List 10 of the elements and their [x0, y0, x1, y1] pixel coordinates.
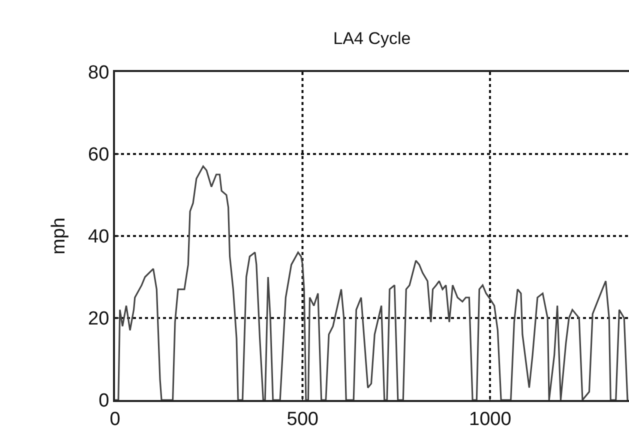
y-tick-label: 0 [98, 390, 110, 412]
x-tick-label: 500 [286, 408, 318, 430]
line-series [115, 166, 628, 400]
chart-title: LA4 Cycle [333, 29, 411, 48]
x-tick-label: 1000 [469, 408, 512, 430]
y-tick-label: 20 [88, 308, 110, 330]
y-tick-label: 60 [88, 144, 110, 166]
y-tick-label: 80 [88, 62, 110, 84]
y-axis-title: mph [48, 218, 70, 254]
y-tick-label: 40 [88, 226, 110, 248]
